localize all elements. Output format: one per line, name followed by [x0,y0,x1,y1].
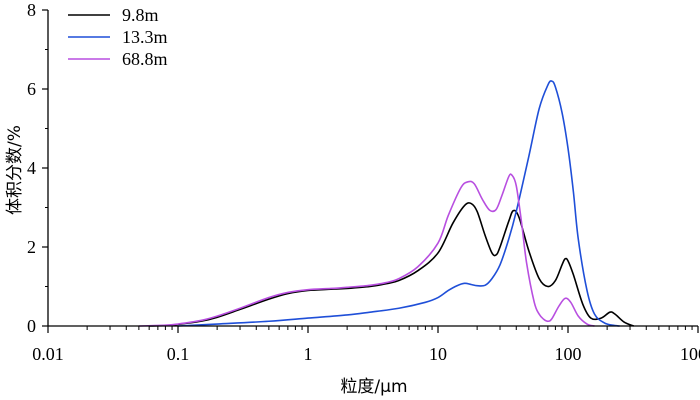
x-tick-label: 100 [555,344,582,364]
y-tick-label: 8 [27,0,36,20]
x-tick-label: 0.01 [32,344,64,364]
plot-area [138,80,634,327]
y-axis-title: 体积分数/% [5,125,25,215]
x-tick-label: 0.1 [167,344,190,364]
x-tick-label: 10 [429,344,447,364]
series-line-0 [149,202,634,327]
x-tick-label: 1 [304,344,313,364]
y-tick-label: 4 [27,158,36,178]
x-axis-title: 粒度/μm [340,377,407,397]
series-line-1 [177,80,620,327]
legend-label-2: 68.8m [122,49,168,69]
y-tick-label: 2 [27,237,36,257]
y-tick-label: 0 [27,316,36,336]
legend-label-0: 9.8m [122,5,159,25]
x-tick-label: 1000 [680,344,700,364]
axes: 0 2 4 6 8 0.01 0.1 1 10 100 1000 [27,0,700,364]
legend-label-1: 13.3m [122,27,168,47]
series-line-2 [138,173,595,327]
y-tick-label: 6 [27,79,36,99]
